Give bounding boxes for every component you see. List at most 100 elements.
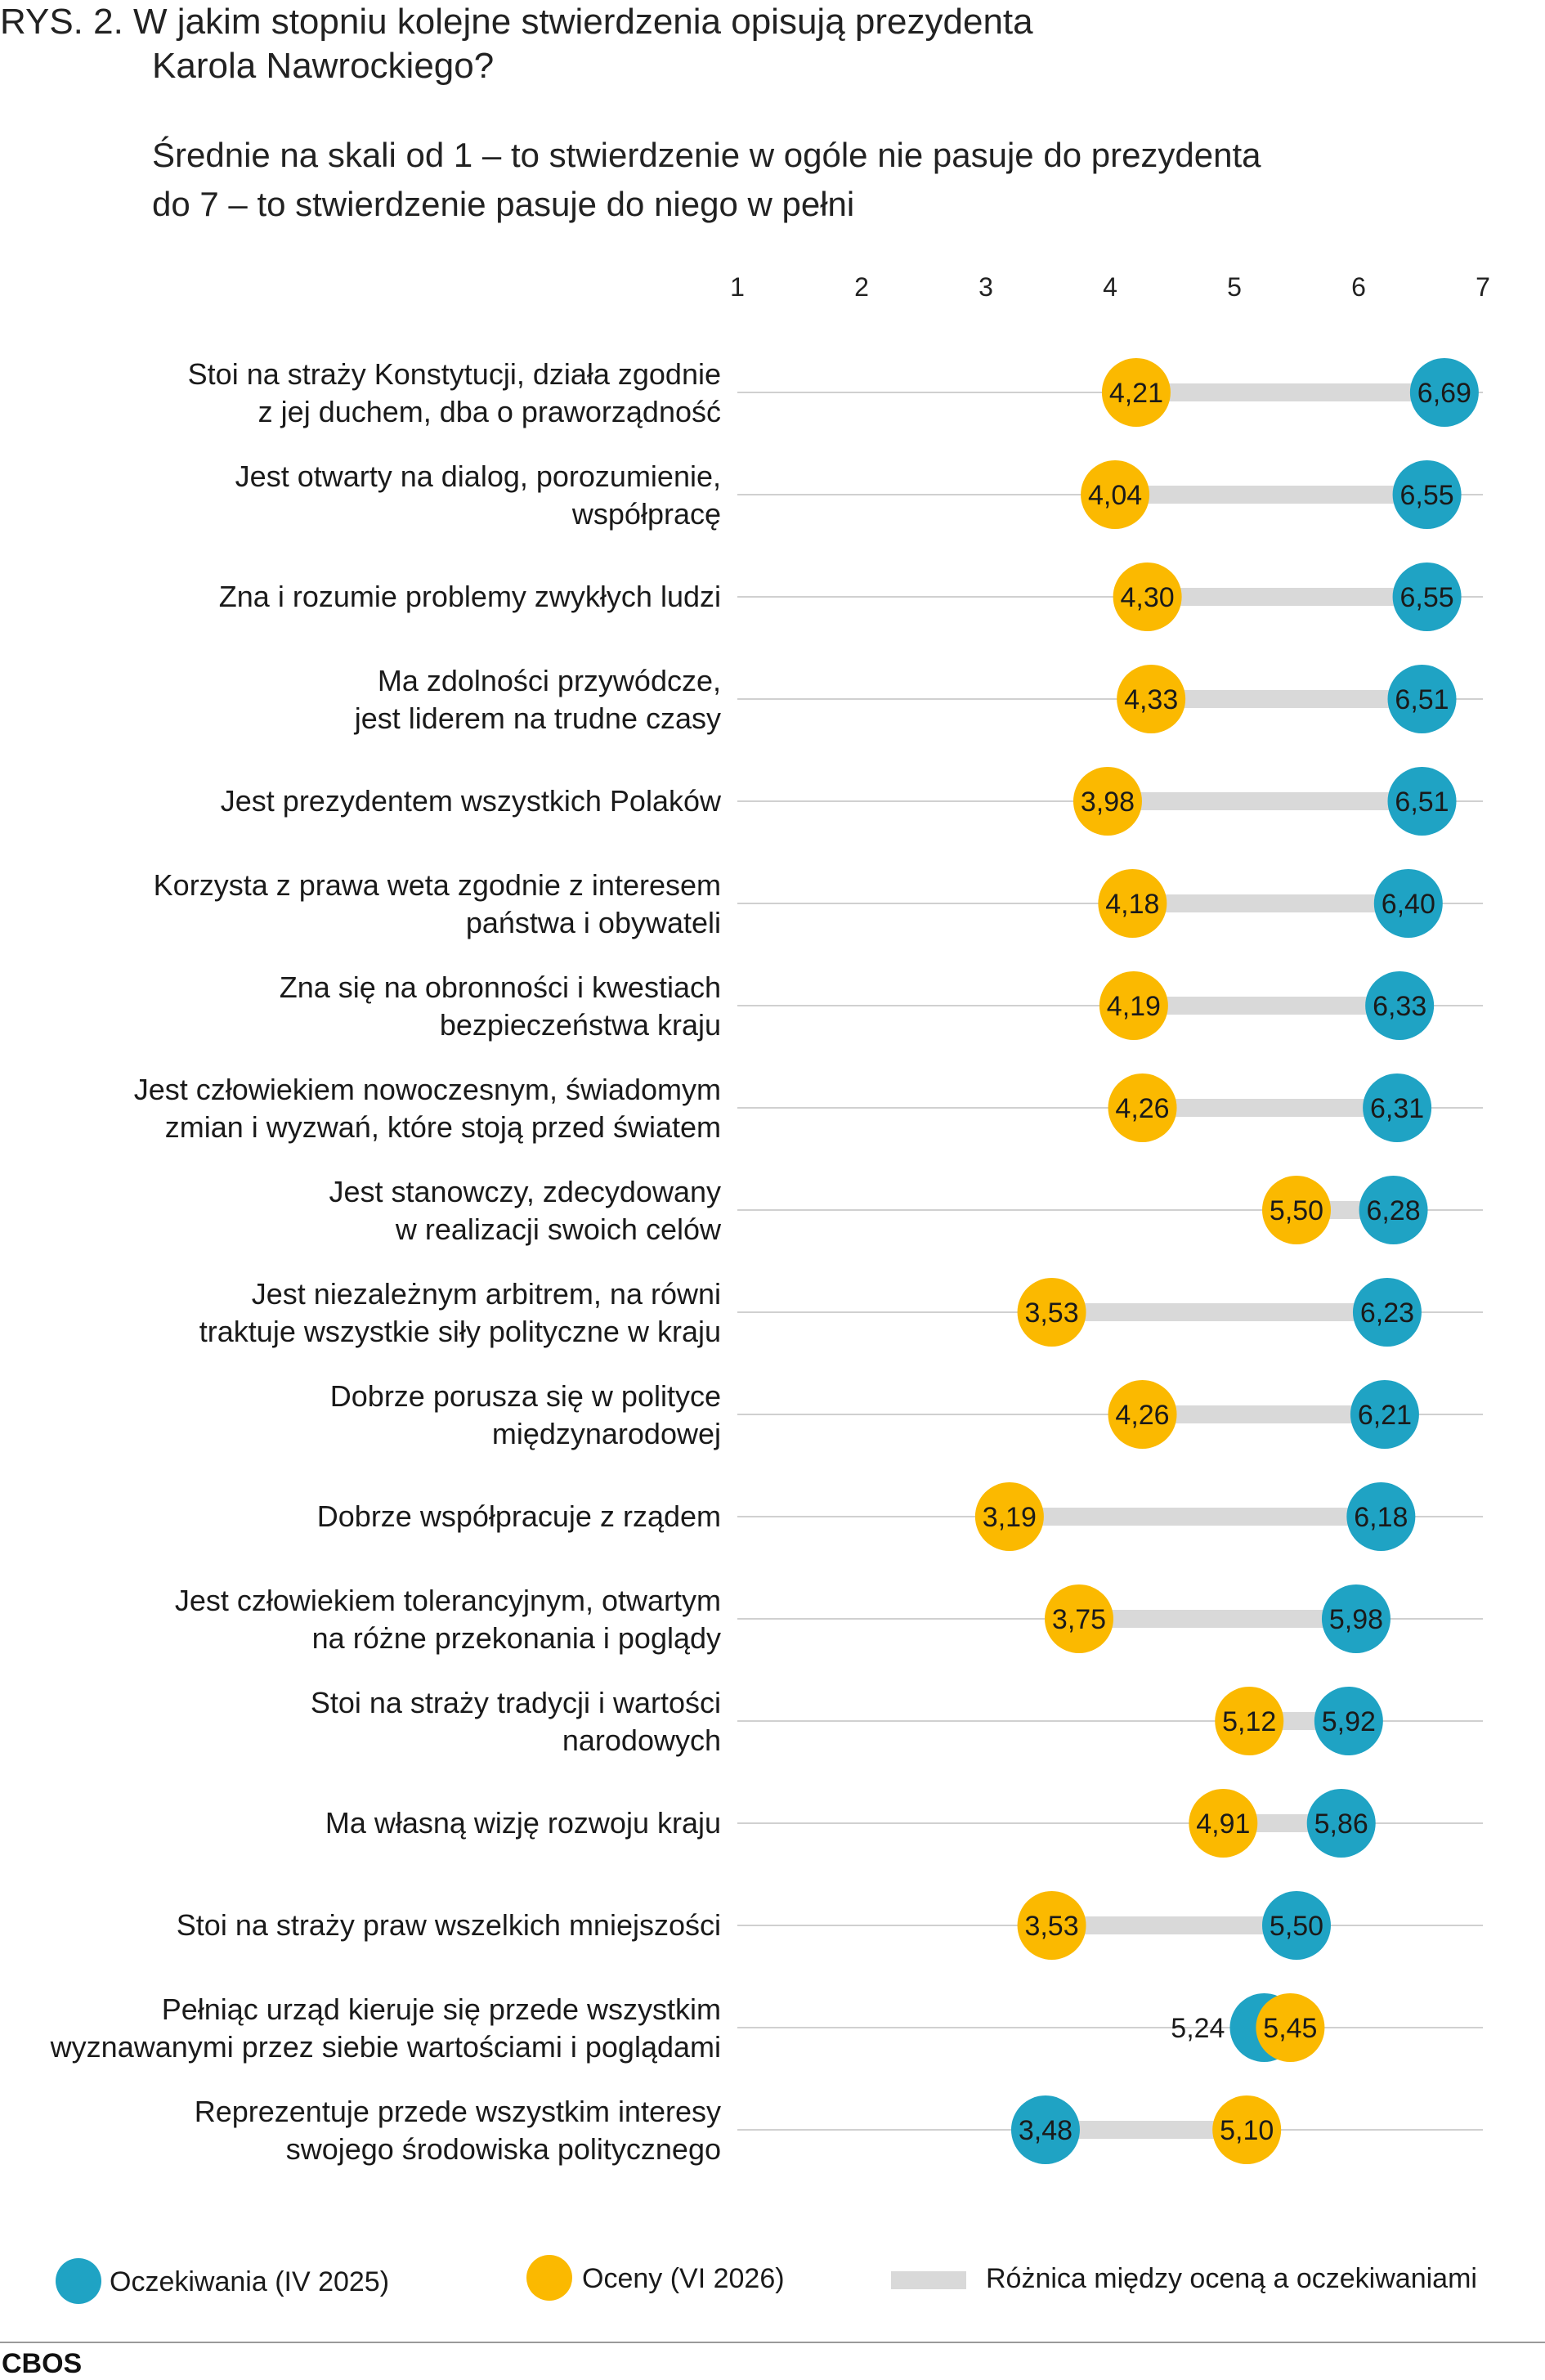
row-label: państwa i obywateli	[466, 906, 721, 939]
ratings-value-label: 4,18	[1105, 889, 1159, 920]
ratings-point	[1215, 1687, 1284, 1755]
row-label: Ma zdolności przywódcze,	[378, 664, 721, 697]
row-label: Reprezentuje przede wszystkim interesy	[195, 2095, 721, 2128]
expectations-value-label: 6,23	[1360, 1298, 1414, 1329]
ratings-value-label: 3,19	[983, 1502, 1037, 1533]
ratings-value-label: 3,98	[1081, 787, 1135, 818]
row-label: Korzysta z prawa weta zgodnie z interese…	[154, 868, 721, 902]
ratings-point	[1099, 971, 1168, 1040]
expectations-value-label: 5,24	[1171, 2013, 1225, 2044]
row-label: Jest otwarty na dialog, porozumienie,	[235, 459, 721, 493]
row-label: Jest niezależnym arbitrem, na równi	[252, 1277, 721, 1311]
row-label: międzynarodowej	[492, 1417, 721, 1450]
ratings-value-label: 3,53	[1024, 1911, 1078, 1942]
axis-tick-label: 7	[1476, 272, 1490, 302]
ratings-point	[1045, 1584, 1113, 1653]
expectations-point	[1359, 1176, 1428, 1244]
expectations-value-label: 6,40	[1382, 889, 1435, 920]
expectations-value-label: 5,86	[1314, 1809, 1368, 1840]
ratings-point	[1108, 1073, 1177, 1142]
axis-tick-label: 6	[1351, 272, 1366, 302]
ratings-point	[1117, 665, 1186, 733]
expectations-point	[1352, 1278, 1422, 1347]
chart-subtitle: Średnie na skali od 1 – to stwierdzenie …	[152, 131, 1542, 229]
legend-ratings-swatch	[526, 2255, 572, 2301]
expectations-value-label: 3,48	[1019, 2115, 1073, 2146]
ratings-point	[1101, 358, 1171, 427]
expectations-point	[1392, 563, 1462, 631]
ratings-value-label: 4,04	[1088, 480, 1142, 511]
footer-divider	[0, 2342, 1545, 2343]
row-label: bezpieczeństwa kraju	[440, 1008, 721, 1042]
expectations-value-label: 5,50	[1270, 1911, 1323, 1942]
expectations-point	[1010, 2095, 1080, 2164]
expectations-point	[1346, 1482, 1416, 1551]
ratings-point	[1189, 1789, 1258, 1858]
expectations-point	[1262, 1891, 1331, 1960]
row-label: wyznawanymi przez siebie wartościami i p…	[50, 2030, 721, 2064]
ratings-point	[974, 1482, 1044, 1551]
expectations-point	[1387, 665, 1457, 733]
expectations-value-label: 5,98	[1329, 1604, 1383, 1635]
expectations-point	[1387, 767, 1457, 836]
chart-subtitle-line-2: do 7 – to stwierdzenie pasuje do niego w…	[152, 185, 855, 223]
expectations-value-label: 6,69	[1417, 378, 1471, 409]
row-label: Dobrze porusza się w polityce	[330, 1379, 721, 1413]
chart-subtitle-line-1: Średnie na skali od 1 – to stwierdzenie …	[152, 136, 1261, 174]
expectations-point	[1392, 460, 1462, 529]
expectations-point	[1306, 1789, 1376, 1858]
ratings-value-label: 4,26	[1115, 1400, 1169, 1431]
ratings-value-label: 5,45	[1263, 2013, 1317, 2044]
expectations-value-label: 6,31	[1370, 1093, 1424, 1124]
row-label: Jest prezydentem wszystkich Polaków	[221, 784, 722, 818]
row-label: Zna i rozumie problemy zwykłych ludzi	[219, 580, 721, 613]
legend-expectations-swatch	[56, 2258, 101, 2304]
row-label: narodowych	[562, 1723, 721, 1757]
expectations-value-label: 6,55	[1400, 480, 1454, 511]
legend-difference-swatch	[891, 2271, 966, 2289]
ratings-point	[1256, 1993, 1325, 2062]
expectations-point	[1363, 1073, 1432, 1142]
ratings-point	[1017, 1278, 1086, 1347]
expectations-point	[1321, 1584, 1390, 1653]
expectations-point	[1409, 358, 1479, 427]
chart-title-line-1: RYS. 2. W jakim stopniu kolejne stwierdz…	[0, 2, 1033, 42]
axis-tick-label: 3	[978, 272, 993, 302]
row-label: swojego środowiska politycznego	[286, 2132, 721, 2166]
expectations-value-label: 6,21	[1358, 1400, 1412, 1431]
axis-tick-label: 2	[854, 272, 869, 302]
ratings-point	[1098, 869, 1167, 938]
expectations-value-label: 6,28	[1366, 1195, 1420, 1226]
row-label: Dobrze współpracuje z rządem	[317, 1499, 721, 1533]
expectations-value-label: 6,33	[1373, 991, 1426, 1022]
ratings-value-label: 5,50	[1270, 1195, 1323, 1226]
ratings-value-label: 3,53	[1024, 1298, 1078, 1329]
ratings-point	[1017, 1891, 1086, 1960]
row-label: z jej duchem, dba o praworządność	[258, 395, 721, 428]
expectations-point	[1314, 1687, 1383, 1755]
ratings-point	[1212, 2095, 1282, 2164]
source-label: CBOS	[2, 2348, 83, 2379]
row-label: Pełniąc urząd kieruje się przede wszystk…	[162, 1992, 721, 2026]
row-label: Stoi na straży tradycji i wartości	[311, 1686, 721, 1719]
ratings-value-label: 4,91	[1196, 1809, 1250, 1840]
ratings-point	[1073, 767, 1142, 836]
expectations-value-label: 6,51	[1395, 684, 1449, 715]
row-label: na różne przekonania i poglądy	[312, 1621, 721, 1655]
ratings-point	[1262, 1176, 1331, 1244]
expectations-point	[1350, 1380, 1419, 1449]
row-label: Ma własną wizję rozwoju kraju	[325, 1806, 721, 1840]
ratings-value-label: 4,21	[1109, 378, 1163, 409]
expectations-value-label: 6,55	[1400, 582, 1454, 613]
ratings-value-label: 5,12	[1222, 1706, 1276, 1737]
expectations-value-label: 6,51	[1395, 787, 1449, 818]
legend-difference-label: Różnica między oceną a oczekiwaniami	[986, 2263, 1477, 2294]
row-label: Stoi na straży praw wszelkich mniejszośc…	[177, 1908, 721, 1942]
chart-title-line-2: Karola Nawrockiego?	[152, 46, 495, 86]
ratings-point	[1081, 460, 1150, 529]
row-label: Zna się na obronności i kwestiach	[280, 970, 721, 1004]
expectations-value-label: 5,92	[1322, 1706, 1376, 1737]
ratings-value-label: 3,75	[1052, 1604, 1106, 1635]
ratings-value-label: 4,30	[1121, 582, 1175, 613]
